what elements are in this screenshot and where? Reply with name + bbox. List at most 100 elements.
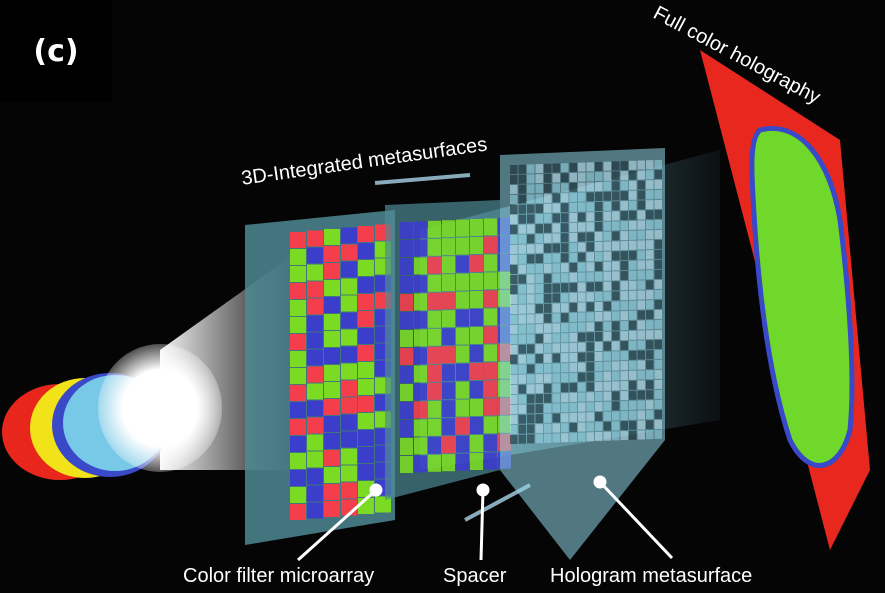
grid-cell bbox=[654, 169, 662, 179]
grid-cell bbox=[456, 309, 469, 327]
grid-cell bbox=[358, 481, 374, 497]
grid-cell bbox=[307, 281, 323, 298]
grid-cell bbox=[518, 284, 526, 294]
grid-cell bbox=[518, 344, 526, 354]
grid-cell bbox=[544, 313, 552, 323]
grid-cell bbox=[518, 294, 526, 304]
grid-cell bbox=[569, 172, 577, 182]
grid-cell bbox=[290, 368, 306, 384]
grid-cell bbox=[586, 432, 594, 442]
grid-cell bbox=[654, 419, 662, 429]
grid-cell bbox=[400, 384, 413, 401]
grid-cell bbox=[544, 263, 552, 273]
grid-cell bbox=[518, 354, 526, 364]
grid-cell bbox=[586, 342, 594, 352]
grid-cell bbox=[612, 161, 620, 171]
grid-cell bbox=[612, 171, 620, 181]
grid-cell bbox=[612, 261, 620, 271]
grid-cell bbox=[518, 404, 526, 414]
grid-cell bbox=[544, 213, 552, 223]
grid-cell bbox=[620, 321, 628, 331]
grid-cell bbox=[561, 333, 569, 343]
grid-cell bbox=[400, 402, 413, 419]
grid-cell bbox=[544, 353, 552, 363]
grid-cell bbox=[620, 271, 628, 281]
grid-cell bbox=[654, 369, 662, 379]
grid-cell bbox=[569, 212, 577, 222]
grid-cell bbox=[414, 383, 427, 401]
grid-cell bbox=[578, 322, 586, 332]
grid-cell bbox=[527, 294, 535, 304]
grid-cell bbox=[456, 453, 469, 471]
grid-cell bbox=[654, 339, 662, 349]
grid-cell bbox=[535, 234, 543, 244]
grid-cell bbox=[510, 235, 518, 244]
grid-cell bbox=[620, 411, 628, 421]
grid-cell bbox=[307, 315, 323, 332]
grid-cell bbox=[510, 205, 518, 214]
grid-cell bbox=[544, 363, 552, 373]
grid-cell bbox=[561, 253, 569, 263]
grid-cell bbox=[620, 201, 628, 211]
grid-cell bbox=[456, 327, 469, 345]
light-source bbox=[2, 344, 222, 480]
grid-cell bbox=[620, 431, 628, 441]
grid-cell bbox=[603, 201, 611, 211]
grid-cell bbox=[428, 400, 441, 418]
grid-cell bbox=[603, 431, 611, 441]
grid-cell bbox=[569, 182, 577, 192]
grid-cell bbox=[629, 350, 637, 360]
grid-cell bbox=[569, 312, 577, 322]
grid-cell bbox=[484, 380, 497, 398]
grid-cell bbox=[341, 329, 357, 346]
grid-cell bbox=[510, 315, 518, 324]
grid-cell bbox=[552, 253, 560, 263]
grid-cell bbox=[414, 257, 427, 275]
grid-cell bbox=[544, 233, 552, 243]
grid-cell bbox=[637, 390, 645, 400]
grid-cell bbox=[646, 210, 654, 220]
grid-cell bbox=[620, 231, 628, 241]
grid-cell bbox=[442, 328, 455, 346]
grid-cell bbox=[552, 433, 560, 443]
grid-cell bbox=[595, 292, 603, 301]
grid-cell bbox=[552, 403, 560, 413]
grid-cell bbox=[518, 314, 526, 324]
grid-cell bbox=[510, 195, 518, 204]
grid-cell bbox=[578, 412, 586, 422]
grid-cell bbox=[569, 282, 577, 292]
grid-cell bbox=[527, 234, 535, 244]
grid-cell bbox=[341, 431, 357, 448]
grid-cell bbox=[442, 220, 455, 238]
grid-cell bbox=[561, 163, 569, 173]
grid-cell bbox=[629, 310, 637, 320]
grid-cell bbox=[290, 232, 306, 248]
grid-cell bbox=[290, 419, 306, 435]
grid-cell bbox=[612, 331, 620, 341]
grid-cell bbox=[428, 292, 441, 310]
grid-cell bbox=[629, 160, 637, 170]
grid-cell bbox=[603, 351, 611, 361]
grid-cell bbox=[510, 325, 518, 334]
grid-cell bbox=[612, 251, 620, 261]
grid-cell bbox=[620, 421, 628, 431]
grid-cell bbox=[527, 264, 535, 274]
grid-cell bbox=[510, 225, 518, 234]
grid-cell bbox=[290, 334, 306, 350]
grid-cell bbox=[629, 340, 637, 350]
grid-cell bbox=[569, 202, 577, 212]
grid-cell bbox=[527, 184, 535, 194]
grid-cell bbox=[552, 383, 560, 393]
grid-cell bbox=[510, 265, 518, 274]
grid-cell bbox=[578, 372, 586, 382]
grid-cell bbox=[484, 362, 497, 380]
grid-cell bbox=[456, 273, 469, 291]
grid-cell bbox=[586, 242, 594, 252]
grid-cell bbox=[428, 328, 441, 346]
grid-cell bbox=[324, 501, 340, 517]
grid-cell bbox=[620, 261, 628, 271]
grid-cell bbox=[646, 310, 654, 320]
grid-cell bbox=[400, 420, 413, 437]
grid-cell bbox=[595, 222, 603, 231]
